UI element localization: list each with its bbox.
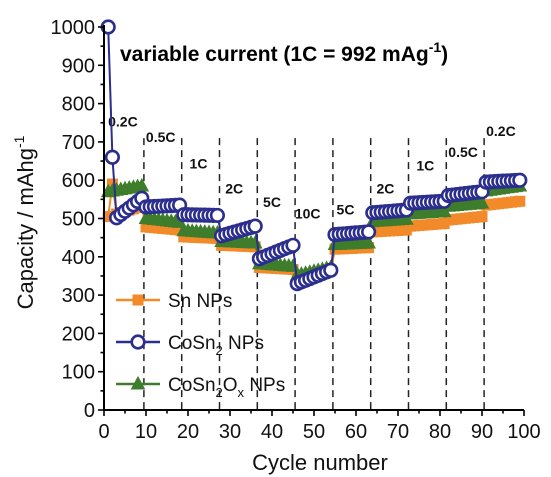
y-tick-label: 500: [62, 209, 95, 231]
y-tick-label: 400: [62, 247, 95, 269]
legend-marker: [132, 294, 144, 306]
y-tick-label: 800: [62, 94, 95, 116]
y-axis-title: Capacity / mAhg-1: [11, 135, 38, 309]
legend: Sn NPs CoSn2 NPs CoSn2Ox NPs: [116, 291, 285, 400]
rate-label-3: 2C: [225, 181, 243, 197]
axes: 0 10 20 30 40 50 60 70 80 90 100010020030040050060…: [11, 17, 541, 475]
rate-label-8: 1C: [416, 158, 434, 174]
rate-label-10: 0.2C: [486, 123, 516, 139]
rate-label-0: 0.2C: [108, 114, 138, 130]
legend-label: CoSn2 NPs: [168, 333, 264, 358]
x-tick-label: 50: [303, 421, 325, 443]
y-tick-label: 100: [62, 362, 95, 384]
data-point: [474, 195, 490, 209]
legend-item-1: CoSn2 NPs: [116, 333, 264, 358]
chart-title-text: variable current (1C = 992 mAg-1): [120, 39, 448, 66]
x-tick-label: 60: [345, 421, 367, 443]
data-point: [247, 218, 263, 234]
y-tick-label: 900: [62, 55, 95, 77]
x-tick-label: 10: [135, 421, 157, 443]
data-point: [361, 234, 376, 249]
data-point: [512, 172, 528, 188]
rate-label-1: 0.5C: [146, 129, 176, 145]
y-tick-label: 600: [62, 170, 95, 192]
rate-label-5: 10C: [295, 206, 321, 222]
legend-item-0: Sn NPs: [116, 291, 232, 312]
x-tick-label: 40: [261, 421, 283, 443]
x-tick-label: 0: [98, 421, 109, 443]
series-2: [100, 177, 528, 281]
y-tick-label: 200: [62, 323, 95, 345]
data-point: [209, 207, 225, 224]
rate-labels: 0.2C 0.5C 1C 2C 5C 10C 5C 2C 1C 0.5C 0.2C: [108, 114, 516, 222]
y-tick-label: 700: [62, 132, 95, 154]
series-layer: [100, 19, 528, 292]
legend-item-2: CoSn2Ox NPs: [116, 375, 285, 400]
rate-label-6: 5C: [337, 202, 355, 218]
legend-marker: [130, 334, 146, 350]
rate-label-4: 5C: [263, 194, 281, 210]
rate-label-9: 0.5C: [448, 144, 478, 160]
data-point: [323, 262, 339, 278]
x-axis-title: Cycle number: [252, 450, 388, 475]
x-tick-label: 90: [471, 421, 493, 443]
data-point: [514, 195, 526, 207]
data-point: [285, 237, 301, 253]
x-tick-label: 80: [429, 421, 451, 443]
data-point: [104, 149, 120, 165]
series-1: [100, 19, 528, 292]
x-tick-label: 100: [507, 421, 540, 443]
y-tick-label: 300: [62, 285, 95, 307]
y-tick-label: 1000: [51, 17, 96, 39]
legend-marker: [130, 375, 146, 390]
x-tick-label: 70: [387, 421, 409, 443]
x-tick-label: 30: [219, 421, 241, 443]
rate-label-7: 2C: [376, 181, 394, 197]
y-tick-label: 0: [84, 400, 95, 422]
rate-label-2: 1C: [190, 156, 208, 172]
data-point: [361, 224, 377, 240]
legend-label: Sn NPs: [168, 291, 232, 312]
legend-label: CoSn2Ox NPs: [168, 375, 285, 400]
data-point: [476, 211, 488, 223]
chart-title: variable current (1C = 992 mAg-1): [120, 39, 448, 66]
x-tick-label: 20: [177, 421, 199, 443]
